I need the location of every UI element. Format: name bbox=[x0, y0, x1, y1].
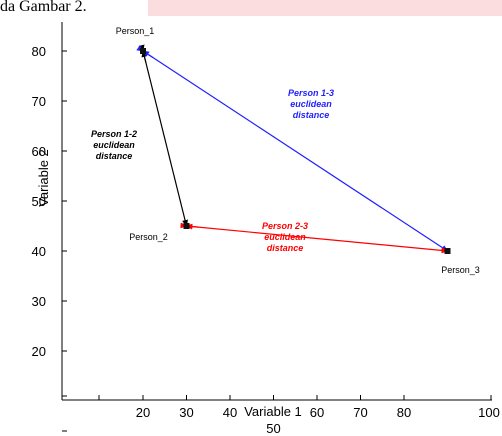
x-tick-label: 20 bbox=[136, 405, 150, 420]
caption-highlight bbox=[148, 0, 502, 16]
distance-line-13 bbox=[136, 45, 449, 252]
x-tick-label: 60 bbox=[310, 405, 324, 420]
y-tick-label: 20 bbox=[32, 344, 46, 359]
distance-label: Person 1-2 bbox=[91, 129, 137, 139]
y-axis-title: Variable 2 bbox=[36, 149, 51, 207]
data-points bbox=[140, 48, 451, 254]
data-point-marker bbox=[140, 48, 146, 54]
caption-banner: da Gambar 2. bbox=[0, 0, 502, 17]
data-point-marker bbox=[444, 248, 451, 254]
distance-label: euclidean bbox=[264, 232, 306, 242]
distance-lines bbox=[136, 44, 449, 254]
distance-label: euclidean bbox=[93, 140, 135, 150]
caption-text: da Gambar 2. bbox=[0, 0, 87, 15]
axes: 20 30 40 50 60 70 80 20 30 40 50 60 70 80 100 Variable … bbox=[32, 22, 500, 436]
y-tick-label: 70 bbox=[32, 94, 46, 109]
point-label: Person_1 bbox=[116, 26, 155, 36]
distance-label: distance bbox=[293, 110, 330, 120]
x-tick-label: 50 bbox=[266, 421, 280, 436]
distance-label: euclidean bbox=[290, 99, 332, 109]
y-tick-label: 40 bbox=[32, 244, 46, 259]
x-axis-title: Variable 1 bbox=[244, 404, 302, 419]
y-tick-label: 80 bbox=[32, 44, 46, 59]
y-tick-label: 50 bbox=[32, 194, 46, 209]
x-tick-label: 70 bbox=[353, 405, 367, 420]
distance-line-12 bbox=[138, 44, 188, 227]
distance-label: distance bbox=[267, 243, 304, 253]
data-point-marker bbox=[183, 223, 190, 229]
y-tick-label: 60 bbox=[32, 144, 46, 159]
x-tick-label: 30 bbox=[179, 405, 193, 420]
y-tick-label: 30 bbox=[32, 294, 46, 309]
distance-label: Person 1-3 bbox=[288, 88, 334, 98]
x-tick-label: 40 bbox=[223, 405, 237, 420]
distance-label: Person 2-3 bbox=[262, 221, 308, 231]
x-tick-label: 100 bbox=[478, 405, 500, 420]
distance-label: distance bbox=[96, 151, 133, 161]
point-label: Person_2 bbox=[129, 232, 168, 242]
point-label: Person_3 bbox=[441, 265, 480, 275]
x-tick-label: 80 bbox=[397, 405, 411, 420]
distance-line-23 bbox=[180, 222, 449, 254]
